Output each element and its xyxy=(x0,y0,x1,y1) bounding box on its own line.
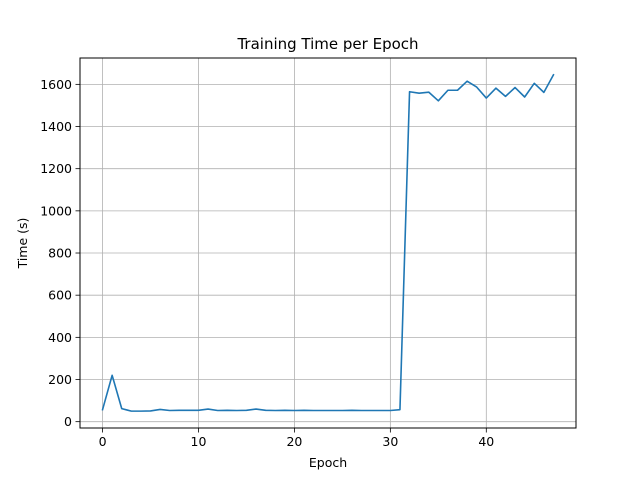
chart-title: Training Time per Epoch xyxy=(236,35,418,53)
y-tick-label: 800 xyxy=(48,246,72,261)
x-tick-label: 20 xyxy=(286,434,302,449)
x-axis: 0 10 20 30 40 xyxy=(99,428,494,449)
y-tick-label: 1000 xyxy=(40,203,72,218)
y-axis-label: Time (s) xyxy=(15,218,30,270)
y-tick-label: 1200 xyxy=(40,161,72,176)
grid xyxy=(80,58,576,428)
x-tick-label: 30 xyxy=(382,434,398,449)
plot-frame xyxy=(79,57,577,429)
y-axis: 0 200 400 600 800 1000 1200 1400 1600 xyxy=(40,77,80,429)
y-tick-label: 0 xyxy=(64,414,72,429)
x-tick-label: 0 xyxy=(99,434,107,449)
x-tick-label: 10 xyxy=(191,434,207,449)
series-line-path xyxy=(101,73,555,412)
y-tick-label: 1400 xyxy=(40,119,72,134)
y-tick-label: 1600 xyxy=(40,77,72,92)
x-tick-label: 40 xyxy=(478,434,494,449)
y-tick-label: 200 xyxy=(48,372,72,387)
y-tick-label: 400 xyxy=(48,330,72,345)
y-tick-label: 600 xyxy=(48,288,72,303)
series-line xyxy=(101,73,555,412)
x-axis-label: Epoch xyxy=(309,455,347,470)
